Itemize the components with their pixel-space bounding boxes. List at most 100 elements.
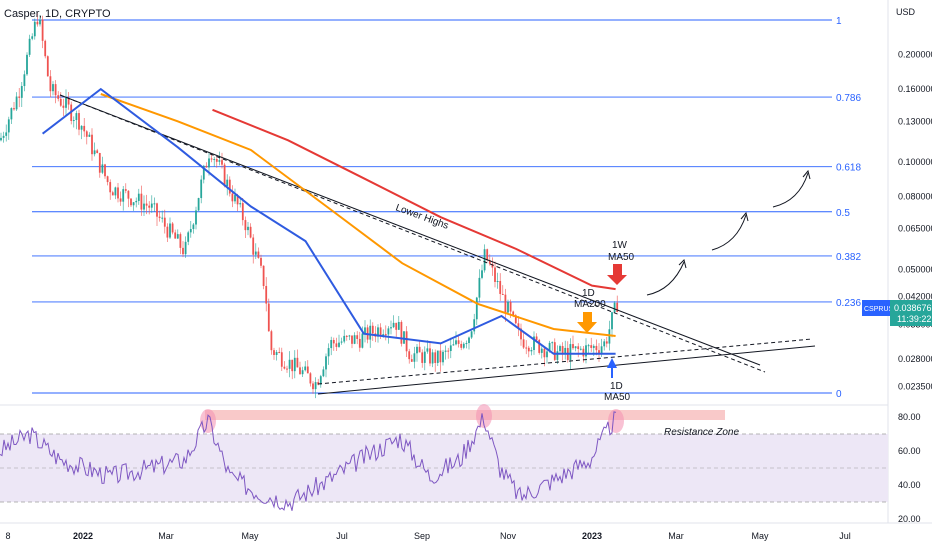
- candle-body: [205, 165, 208, 168]
- candle-body: [447, 350, 450, 352]
- symbol-badge-bg: [862, 300, 890, 316]
- candle-body: [475, 297, 478, 320]
- candle-body: [488, 260, 491, 264]
- candle-body: [540, 348, 543, 353]
- candle-body: [600, 346, 603, 354]
- candle-body: [59, 98, 62, 106]
- candle-body: [117, 187, 119, 199]
- candle-body: [501, 293, 504, 295]
- candle-body: [72, 120, 75, 122]
- price-badge-bg: [890, 300, 932, 326]
- time-tick-10: Jul: [839, 531, 851, 541]
- candle-body: [247, 226, 249, 231]
- candle-body: [369, 325, 372, 340]
- candles: [0, 13, 619, 399]
- candle-body: [569, 344, 572, 360]
- time-tick-8: Mar: [668, 531, 684, 541]
- candle-body: [481, 270, 483, 278]
- candle-body: [465, 343, 468, 345]
- candle-body: [182, 247, 184, 255]
- candle-body: [416, 346, 418, 354]
- candle-body: [275, 352, 278, 355]
- candle-body: [325, 356, 327, 370]
- candle-body: [132, 202, 135, 206]
- candle-body: [78, 113, 80, 130]
- time-tick-1: 2022: [73, 531, 93, 541]
- candle-body: [161, 217, 164, 219]
- candle-body: [273, 350, 275, 355]
- candle-body: [262, 265, 265, 286]
- candle-body: [512, 311, 515, 316]
- candle-body: [340, 341, 343, 343]
- candle-body: [348, 335, 351, 337]
- annotation-ma50-1w: MA50: [608, 252, 635, 263]
- candle-body: [496, 281, 499, 283]
- candle-body: [257, 251, 260, 258]
- candle-body: [507, 302, 509, 313]
- annotation-ma50-1d: MA50: [604, 392, 631, 403]
- candle-body: [553, 342, 556, 360]
- candle-body: [426, 348, 429, 352]
- support-trendline: [317, 345, 816, 395]
- price-axis-unit: USD: [896, 7, 916, 17]
- candle-body: [145, 203, 148, 206]
- candle-body: [522, 339, 525, 348]
- candle-body: [62, 105, 65, 108]
- candle-body: [449, 345, 452, 352]
- candle-body: [434, 352, 437, 363]
- candle-body: [304, 366, 307, 371]
- candle-body: [520, 328, 522, 340]
- candle-body: [18, 96, 21, 98]
- fib-label-5: 0.236: [836, 298, 861, 309]
- candle-body: [5, 132, 8, 136]
- candle-body: [460, 343, 463, 348]
- candle-body: [197, 198, 200, 211]
- candle-body: [559, 346, 561, 352]
- candle-body: [556, 351, 559, 360]
- candle-body: [46, 56, 49, 77]
- chart-title: Casper, 1D, CRYPTO: [4, 8, 111, 20]
- candle-body: [195, 210, 197, 225]
- fib-label-1: 0.786: [836, 93, 861, 104]
- candle-body: [202, 165, 205, 180]
- price-badge-countdown: 11:39:22: [897, 314, 931, 324]
- candle-body: [577, 346, 580, 350]
- candle-body: [598, 350, 600, 354]
- candle-body: [470, 331, 473, 338]
- candle-body: [595, 345, 598, 351]
- candle-body: [283, 366, 286, 369]
- candle-body: [41, 19, 44, 41]
- candle-body: [590, 345, 593, 348]
- candle-body: [88, 134, 91, 137]
- projection-arrows: [646, 169, 811, 296]
- candle-body: [361, 333, 364, 348]
- candle-body: [455, 340, 457, 345]
- lower-highs-trendline: [59, 94, 761, 366]
- candle-body: [33, 21, 36, 37]
- candle-body: [0, 137, 2, 141]
- candle-body: [319, 376, 322, 385]
- candle-body: [494, 267, 496, 282]
- candle-body: [254, 251, 257, 255]
- candle-body: [613, 302, 616, 313]
- candle-body: [605, 341, 608, 344]
- candle-body: [452, 344, 455, 346]
- candle-body: [176, 234, 179, 239]
- candle-body: [299, 367, 301, 375]
- candle-body: [49, 76, 52, 92]
- candle-body: [296, 357, 299, 368]
- candle-body: [221, 160, 223, 165]
- fib-label-6: 0: [836, 389, 842, 400]
- candle-body: [127, 190, 130, 199]
- candle-body: [187, 232, 190, 242]
- candle-body: [213, 159, 216, 161]
- candle-body: [387, 328, 390, 335]
- candle-body: [119, 198, 122, 202]
- candle-body: [7, 119, 10, 133]
- candle-body: [345, 335, 348, 337]
- candle-body: [67, 97, 70, 105]
- candle-body: [546, 351, 548, 358]
- candle-body: [377, 327, 379, 337]
- candle-body: [208, 158, 210, 168]
- candle-body: [392, 322, 395, 328]
